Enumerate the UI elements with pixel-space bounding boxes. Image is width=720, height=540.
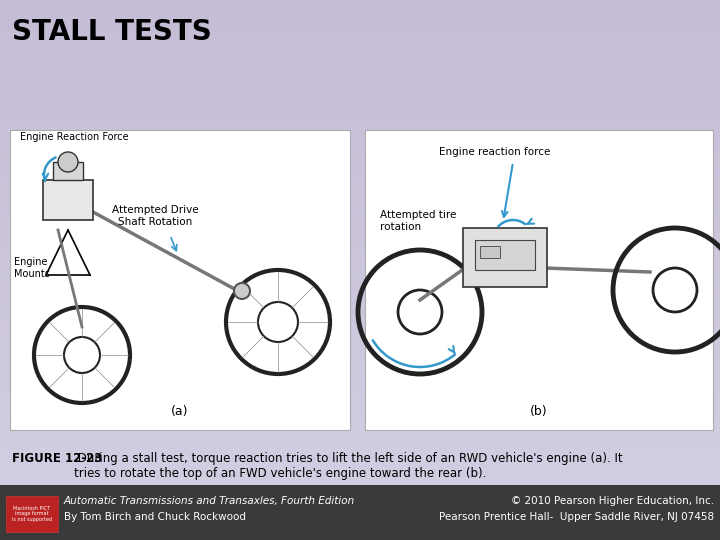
Text: STALL TESTS: STALL TESTS [12,18,212,46]
FancyBboxPatch shape [463,228,547,287]
Text: Engine
Mounts: Engine Mounts [14,256,50,279]
Text: During a stall test, torque reaction tries to lift the left side of an RWD vehic: During a stall test, torque reaction tri… [74,452,623,480]
Bar [43,180,93,220]
Text: Engine Reaction Force: Engine Reaction Force [20,132,129,142]
Bar [365,130,713,430]
Bar [10,130,350,430]
Text: (a): (a) [171,405,189,418]
Bar [0,485,720,540]
Text: Macintosh PICT
image format
is not supported: Macintosh PICT image format is not suppo… [12,505,52,522]
Text: Attempted Drive
Shaft Rotation: Attempted Drive Shaft Rotation [112,205,198,227]
Circle shape [234,283,250,299]
Circle shape [58,152,78,172]
Text: Automatic Transmissions and Transaxles, Fourth Edition: Automatic Transmissions and Transaxles, … [64,496,355,506]
Bar [480,246,500,258]
Bar [53,162,83,180]
Text: FIGURE 12-23: FIGURE 12-23 [12,452,102,465]
Text: © 2010 Pearson Higher Education, Inc.: © 2010 Pearson Higher Education, Inc. [511,496,714,506]
Text: Attempted tire
rotation: Attempted tire rotation [380,210,456,232]
Bar [6,496,58,532]
Text: Pearson Prentice Hall-  Upper Saddle River, NJ 07458: Pearson Prentice Hall- Upper Saddle Rive… [439,512,714,522]
Text: (b): (b) [530,405,548,418]
Bar [475,240,535,270]
Text: By Tom Birch and Chuck Rockwood: By Tom Birch and Chuck Rockwood [64,512,246,522]
Text: Engine reaction force: Engine reaction force [439,147,551,157]
